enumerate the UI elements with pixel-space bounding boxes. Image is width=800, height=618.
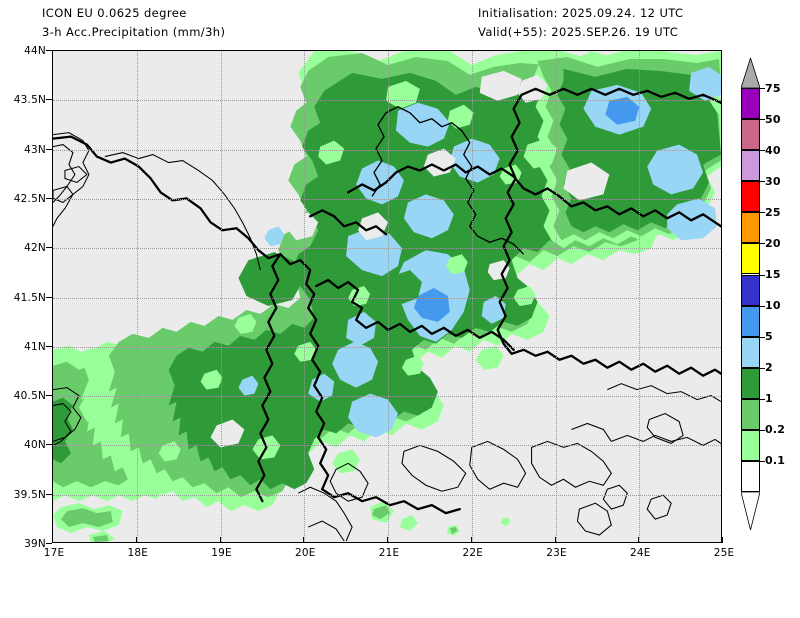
x-axis-tick-mark (554, 537, 556, 543)
colorbar-label-30: 30 (765, 175, 781, 188)
y-axis-tick-mark (46, 444, 52, 446)
y-axis-tick-label: 40N (24, 439, 46, 452)
valid-time: Valid(+55): 2025.SEP.26. 19 UTC (478, 25, 679, 39)
colorbar-segment-1-2 (741, 367, 760, 399)
x-axis-tick-label: 23E (546, 547, 567, 559)
colorbar-tick (760, 429, 765, 431)
colorbar-tick (760, 243, 765, 245)
colorbar-label-75: 75 (765, 82, 781, 95)
colorbar-tick (760, 460, 765, 462)
y-axis-tick-label: 39N (24, 538, 46, 550)
colorbar[interactable] (741, 88, 760, 492)
colorbar-label-0.1: 0.1 (765, 454, 786, 467)
colorbar-label-15: 15 (765, 268, 781, 281)
colorbar-segment-40-50 (741, 119, 760, 151)
colorbar-segment-2-5 (741, 336, 760, 368)
y-axis-tick-mark (46, 395, 52, 397)
colorbar-label-5: 5 (765, 330, 773, 343)
x-axis-tick-mark (303, 537, 305, 543)
colorbar-segment-10-15 (741, 274, 760, 306)
y-axis-tick-label: 42N (24, 242, 46, 255)
colorbar-label-1: 1 (765, 392, 773, 405)
y-axis-tick-label: 41N (24, 340, 46, 353)
map-plot-area (52, 50, 722, 543)
colorbar-tick (760, 367, 765, 369)
y-axis-tick-mark (46, 543, 52, 544)
x-axis-tick-mark (387, 537, 388, 543)
y-axis-tick-label: 41.5N (13, 291, 46, 304)
y-axis-tick-mark (46, 197, 52, 199)
model-title: ICON EU 0.0625 degree (42, 6, 187, 20)
y-axis-tick-label: 44N (24, 45, 46, 57)
colorbar-over-arrow (740, 56, 761, 89)
y-axis-tick-label: 39.5N (13, 488, 46, 501)
initialisation-time: Initialisation: 2025.09.24. 12 UTC (478, 6, 684, 20)
coastline-layer (53, 132, 721, 542)
y-axis-tick-label: 40.5N (13, 390, 46, 403)
x-axis-tick-label: 25E (713, 547, 735, 559)
precipitation-field (53, 51, 721, 542)
colorbar-segment-0.2-1 (741, 398, 760, 430)
colorbar-tick (760, 119, 765, 121)
x-axis-tick-label: 24E (629, 547, 651, 559)
colorbar-tick (760, 305, 765, 307)
x-axis-tick-mark (638, 537, 640, 543)
y-axis-tick-mark (46, 99, 52, 101)
x-axis-tick-label: 17E (43, 547, 65, 559)
colorbar-tick (760, 88, 765, 89)
colorbar-segment-0.1-0.2 (741, 429, 760, 461)
colorbar-tick (760, 274, 765, 276)
colorbar-segment-under (741, 460, 760, 492)
y-axis-tick-mark (46, 345, 52, 347)
colorbar-tick (760, 212, 765, 214)
colorbar-label-20: 20 (765, 237, 781, 250)
x-axis-tick-mark (470, 537, 472, 543)
colorbar-label-40: 40 (765, 144, 781, 157)
x-axis-tick-label: 18E (127, 547, 149, 559)
y-axis-tick-label: 43N (24, 143, 46, 156)
y-axis-tick-label: 43.5N (13, 94, 46, 107)
colorbar-tick (760, 336, 765, 338)
colorbar-segment-30-40 (741, 150, 760, 182)
colorbar-tick (760, 150, 765, 152)
colorbar-segment-25-30 (741, 181, 760, 213)
colorbar-segment-15-20 (741, 243, 760, 275)
y-axis-tick-mark (46, 50, 52, 51)
x-axis-tick-label: 22E (462, 547, 484, 559)
colorbar-tick (760, 181, 765, 183)
colorbar-label-2: 2 (765, 361, 773, 374)
colorbar-label-50: 50 (765, 113, 781, 126)
colorbar-label-25: 25 (765, 206, 781, 219)
precip-region-scattered (370, 501, 511, 537)
x-axis-tick-label: 21E (378, 547, 400, 559)
colorbar-tick (760, 398, 765, 400)
x-axis-tick-mark (52, 537, 53, 543)
y-axis-tick-mark (46, 296, 52, 298)
colorbar-segment-5-10 (741, 305, 760, 337)
x-axis-tick-mark (135, 537, 137, 543)
colorbar-under-arrow (740, 491, 761, 531)
y-axis-tick-mark (46, 148, 52, 150)
y-axis-tick-mark (46, 493, 52, 495)
x-axis-tick-mark (219, 537, 221, 543)
x-axis-tick-label: 20E (294, 547, 316, 559)
field-title: 3-h Acc.Precipitation (mm/3h) (42, 25, 226, 39)
colorbar-segment-50-75 (741, 88, 760, 120)
colorbar-label-10: 10 (765, 299, 781, 312)
y-axis-tick-mark (46, 247, 52, 249)
x-axis-tick-label: 19E (211, 547, 232, 559)
colorbar-segment-20-25 (741, 212, 760, 244)
colorbar-label-0.2: 0.2 (765, 423, 786, 436)
y-axis-tick-label: 42.5N (13, 192, 46, 205)
x-axis-tick-mark (722, 537, 723, 543)
